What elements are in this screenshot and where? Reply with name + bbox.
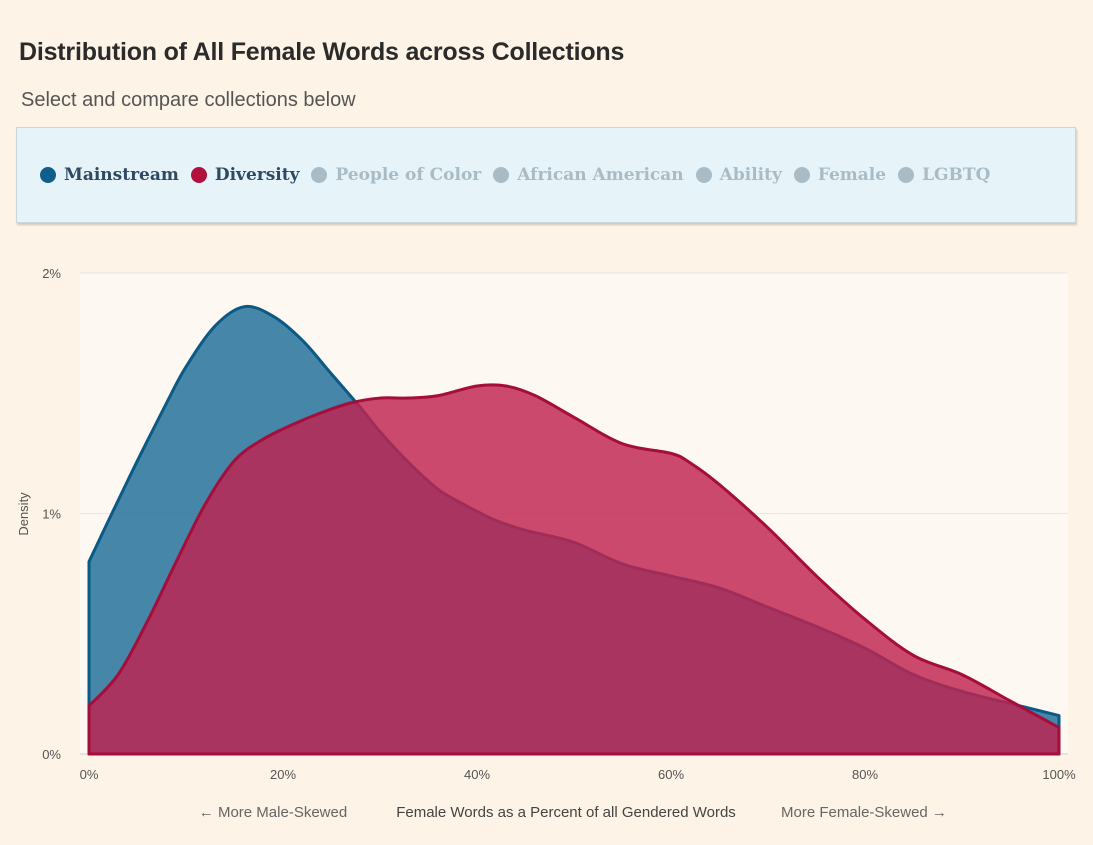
collection-label: African American (517, 165, 684, 185)
collection-label: LGBTQ (922, 165, 991, 185)
collection-toggle-african-american[interactable]: African American (493, 165, 684, 185)
ability-dot-icon (695, 167, 712, 183)
x-tick-label: 80% (852, 767, 878, 782)
x-axis-label: Female Words as a Percent of all Gendere… (396, 804, 736, 821)
y-tick-label: 1% (42, 507, 61, 522)
x-axis-note-left: ← More Male-Skewed (199, 804, 347, 821)
collection-label: Female (817, 165, 887, 185)
mainstream-dot-icon (40, 167, 56, 183)
x-tick-label: 60% (658, 767, 684, 782)
chart-subtitle: Select and compare collections below (21, 89, 356, 111)
people-of-color-dot-icon (311, 167, 328, 183)
african-american-dot-icon (493, 167, 510, 183)
collection-toggle-mainstream[interactable]: Mainstream (40, 165, 179, 185)
collection-label: Mainstream (64, 165, 179, 185)
diversity-dot-icon (190, 167, 207, 183)
x-tick-label: 20% (270, 767, 296, 782)
collection-toggle-female[interactable]: Female (793, 165, 887, 185)
collection-toggle-people-of-color[interactable]: People of Color (311, 165, 481, 185)
collection-toggle-diversity[interactable]: Diversity (190, 165, 300, 185)
collection-toggle-lgbtq[interactable]: LGBTQ (898, 165, 990, 185)
x-axis-note-right: More Female-Skewed → (781, 804, 947, 821)
y-axis-label: Density (16, 492, 31, 536)
diversity-density-area[interactable] (87, 383, 1061, 756)
y-tick-label: 2% (42, 266, 61, 281)
collection-label: People of Color (335, 165, 482, 185)
y-tick-label: 0% (42, 747, 61, 762)
x-tick-label: 40% (464, 767, 490, 782)
collection-toggle-ability[interactable]: Ability (695, 165, 782, 185)
chart-title: Distribution of All Female Words across … (19, 38, 625, 66)
female-dot-icon (793, 167, 810, 183)
x-tick-label: 0% (80, 767, 99, 782)
collection-label: Ability (719, 165, 782, 185)
collection-label: Diversity (214, 165, 300, 185)
x-tick-label: 100% (1042, 767, 1076, 782)
lgbtq-dot-icon (898, 167, 915, 183)
collection-selector: Mainstream Diversity People of Color Afr… (16, 127, 1076, 223)
